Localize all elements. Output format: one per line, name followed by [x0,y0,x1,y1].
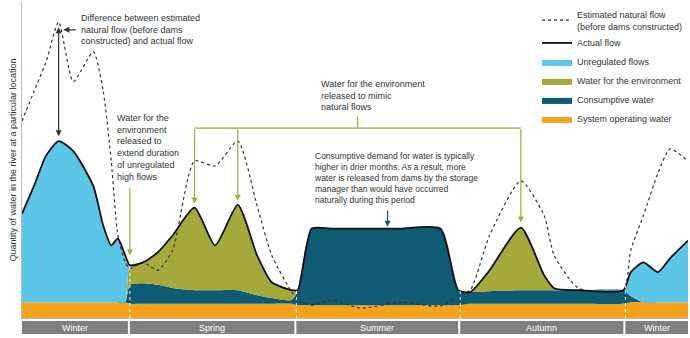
svg-text:Spring: Spring [199,323,225,333]
svg-text:Water for the environmentrelea: Water for the environmentreleased to mim… [321,79,425,112]
svg-text:Water for the environment: Water for the environment [577,76,681,86]
svg-text:Estimated natural flow(before: Estimated natural flow(before dams const… [577,10,682,32]
svg-text:Summer: Summer [360,323,394,333]
svg-text:Consumptive water: Consumptive water [577,95,654,105]
svg-text:Autumn: Autumn [526,323,557,333]
svg-text:Unregulated flows: Unregulated flows [577,57,650,67]
svg-text:Winter: Winter [62,323,88,333]
svg-text:Difference between estimatedna: Difference between estimatednatural flow… [81,13,200,46]
svg-text:Actual flow: Actual flow [577,38,621,48]
svg-text:Consumptive demand for water i: Consumptive demand for water is typicall… [314,151,478,205]
svg-text:System operating water: System operating water [577,114,672,124]
svg-text:Winter: Winter [644,323,670,333]
svg-text:Water for theenvironmentreleas: Water for theenvironmentreleased toexten… [117,113,179,182]
svg-text:Quantity of water in the river: Quantity of water in the river at a part… [8,58,18,261]
